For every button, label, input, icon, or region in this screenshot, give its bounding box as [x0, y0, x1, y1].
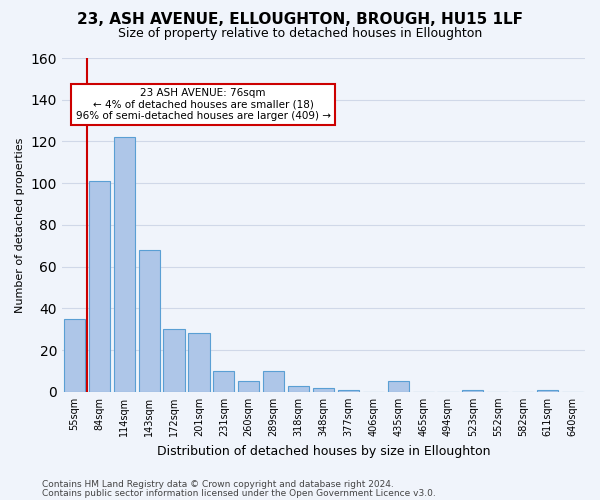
Bar — [139, 250, 160, 392]
Bar — [89, 181, 110, 392]
Bar — [313, 388, 334, 392]
Bar — [188, 334, 209, 392]
Bar — [463, 390, 484, 392]
Y-axis label: Number of detached properties: Number of detached properties — [15, 137, 25, 312]
Bar — [263, 371, 284, 392]
Text: Size of property relative to detached houses in Elloughton: Size of property relative to detached ho… — [118, 28, 482, 40]
Bar — [388, 382, 409, 392]
Bar — [163, 329, 185, 392]
Bar — [537, 390, 558, 392]
Bar — [338, 390, 359, 392]
X-axis label: Distribution of detached houses by size in Elloughton: Distribution of detached houses by size … — [157, 444, 490, 458]
Bar — [213, 371, 235, 392]
Bar — [113, 138, 135, 392]
Bar — [288, 386, 309, 392]
Bar — [238, 382, 259, 392]
Text: 23, ASH AVENUE, ELLOUGHTON, BROUGH, HU15 1LF: 23, ASH AVENUE, ELLOUGHTON, BROUGH, HU15… — [77, 12, 523, 28]
Bar — [64, 319, 85, 392]
Text: 23 ASH AVENUE: 76sqm
← 4% of detached houses are smaller (18)
96% of semi-detach: 23 ASH AVENUE: 76sqm ← 4% of detached ho… — [76, 88, 331, 121]
Text: Contains HM Land Registry data © Crown copyright and database right 2024.: Contains HM Land Registry data © Crown c… — [42, 480, 394, 489]
Text: Contains public sector information licensed under the Open Government Licence v3: Contains public sector information licen… — [42, 489, 436, 498]
